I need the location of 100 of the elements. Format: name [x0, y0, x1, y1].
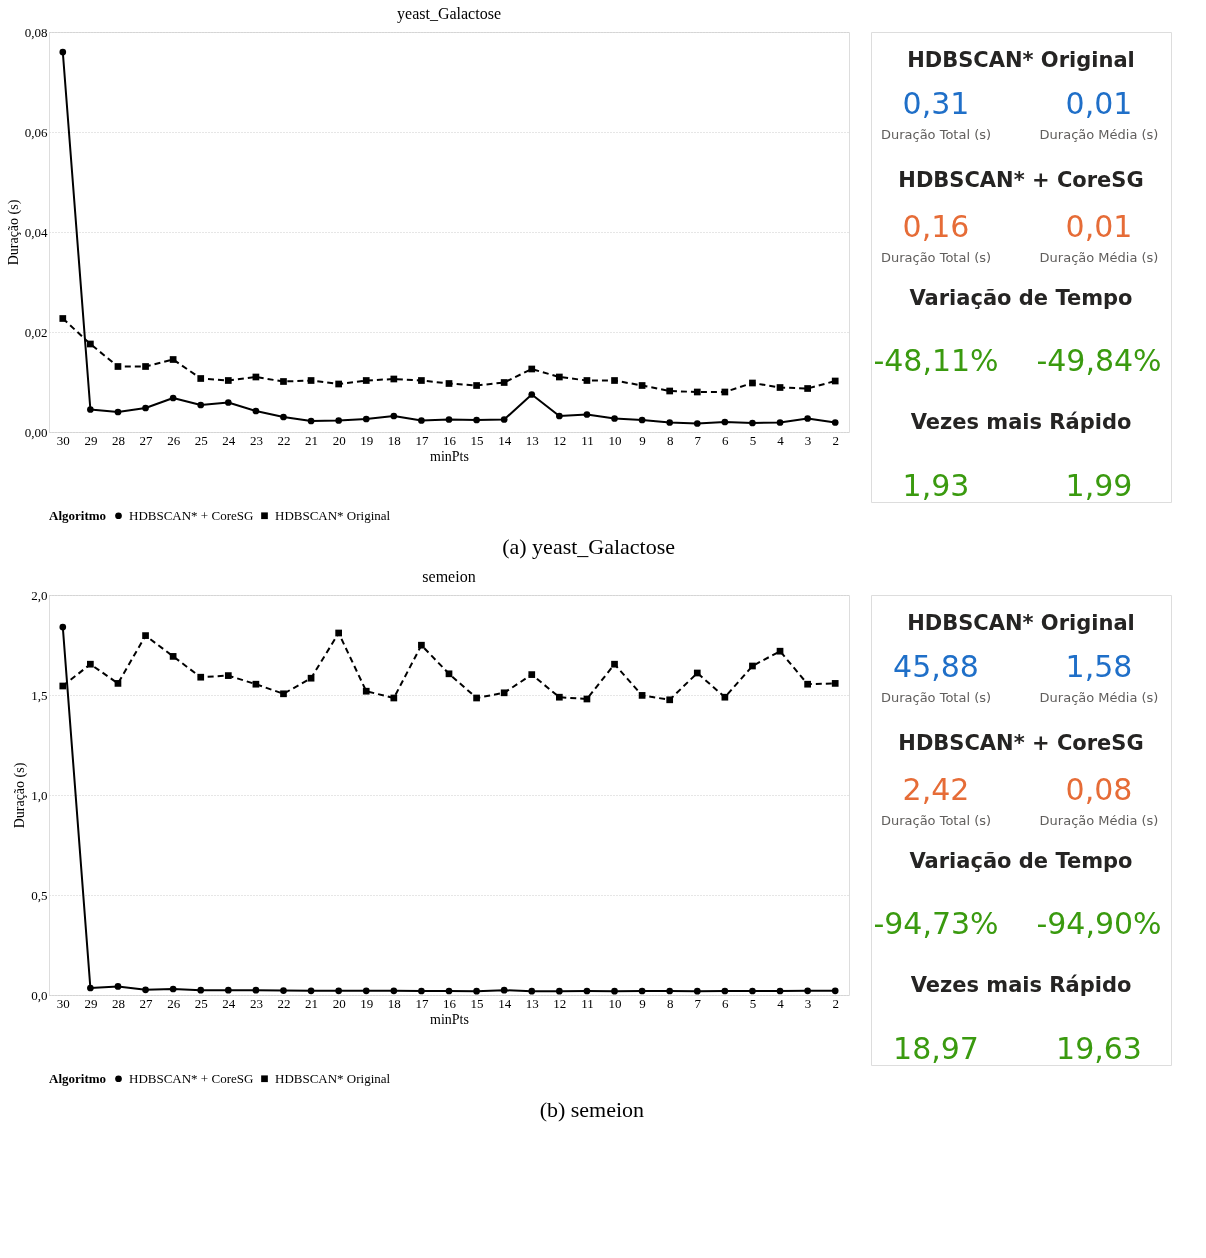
- x-tick-label: 30: [56, 432, 70, 448]
- x-tick-label: 7: [694, 995, 702, 1011]
- x-tick-label: 10: [608, 432, 622, 448]
- point: [197, 986, 205, 994]
- legend-title: Algoritmo: [49, 508, 107, 523]
- point: [418, 987, 425, 995]
- text: Duração Total (s): [880, 126, 992, 142]
- point: [87, 660, 94, 668]
- chart-title: yeast_Galactose: [397, 5, 501, 23]
- point: [776, 384, 784, 391]
- point: [87, 984, 94, 992]
- point: [197, 673, 205, 681]
- x-tick-label: 27: [139, 432, 154, 448]
- point: [721, 987, 729, 995]
- legend-title: Algoritmo: [49, 1071, 107, 1086]
- point: [114, 408, 122, 416]
- point: [142, 632, 149, 639]
- point: [776, 647, 784, 655]
- text: 2,42: [902, 772, 970, 808]
- point: [776, 419, 784, 426]
- x-tick-label: 26: [167, 995, 181, 1011]
- x-tick-label: 11: [581, 995, 594, 1011]
- point: [307, 674, 315, 682]
- point: [197, 375, 205, 382]
- point: [555, 373, 563, 381]
- point: [611, 377, 618, 384]
- x-tick-label: 8: [666, 432, 674, 448]
- x-axis-title: minPts: [430, 1011, 469, 1027]
- x-tick-label: 23: [249, 995, 263, 1011]
- point: [280, 413, 287, 421]
- x-tick-label: 20: [332, 995, 346, 1011]
- y-tick-label: 0,02: [24, 324, 48, 340]
- x-tick-label: 14: [498, 995, 512, 1011]
- x-tick-label: 23: [249, 432, 263, 448]
- point: [252, 986, 260, 994]
- y-tick-label: 0,00: [24, 424, 48, 440]
- point: [831, 377, 839, 385]
- point: [555, 987, 563, 995]
- point: [804, 987, 811, 995]
- point: [114, 363, 122, 370]
- x-tick-label: 8: [666, 995, 674, 1011]
- x-tick-label: 10: [608, 995, 622, 1011]
- chart-title: semeion: [422, 568, 476, 585]
- point: [335, 417, 343, 424]
- point: [611, 987, 618, 995]
- point: [59, 623, 67, 631]
- text: 0,01: [1065, 85, 1133, 121]
- point: [666, 419, 674, 426]
- point: [445, 987, 453, 995]
- point: [335, 629, 343, 637]
- point: [500, 379, 508, 386]
- x-tick-label: 22: [277, 995, 291, 1011]
- x-tick-label: 29: [84, 995, 98, 1011]
- y-axis-title: Duração (s): [12, 762, 29, 829]
- point: [307, 417, 315, 425]
- point: [224, 986, 232, 994]
- point: [197, 401, 205, 409]
- text: Duração Total (s): [880, 812, 992, 828]
- x-tick-label: 13: [525, 432, 539, 448]
- text: Duração Média (s): [1039, 249, 1159, 265]
- point: [555, 693, 563, 701]
- point: [418, 377, 425, 384]
- point: [528, 391, 536, 398]
- y-tick-label: 2,0: [31, 587, 48, 603]
- text: Duração Média (s): [1039, 126, 1159, 142]
- x-tick-label: 5: [749, 432, 757, 448]
- point: [87, 406, 94, 413]
- text: HDBSCAN* + CoreSG: [898, 731, 1144, 756]
- point: [114, 983, 122, 990]
- point: [224, 672, 232, 679]
- point: [693, 388, 701, 396]
- x-tick-label: 29: [84, 432, 98, 448]
- x-tick-label: 22: [277, 432, 291, 448]
- legend-label: HDBSCAN* Original: [275, 1070, 391, 1086]
- text: Vezes mais Rápido: [910, 973, 1132, 998]
- text: Duração Média (s): [1039, 812, 1159, 828]
- point: [500, 689, 508, 697]
- text: -48,11%: [873, 343, 999, 379]
- legend-label: HDBSCAN* Original: [275, 507, 391, 523]
- point: [445, 380, 453, 387]
- point: [362, 377, 370, 384]
- x-tick-label: 13: [525, 995, 539, 1011]
- text: 0,01: [1065, 209, 1133, 245]
- point: [390, 412, 398, 420]
- point: [749, 987, 756, 995]
- point: [87, 340, 94, 348]
- text: 0,16: [902, 209, 970, 245]
- point: [445, 670, 453, 678]
- legend-label: HDBSCAN* + CoreSG: [129, 507, 254, 523]
- point: [252, 407, 260, 415]
- point: [831, 987, 839, 995]
- x-tick-label: 16: [443, 432, 457, 448]
- text: Duração Média (s): [1039, 689, 1159, 705]
- x-tick-label: 17: [415, 995, 429, 1011]
- y-tick-label: 0,5: [31, 887, 48, 903]
- x-tick-label: 4: [777, 995, 785, 1011]
- y-tick-label: 0,0: [31, 987, 48, 1003]
- point: [804, 680, 811, 688]
- text: 19,63: [1056, 1031, 1142, 1066]
- x-tick-label: 6: [722, 432, 730, 448]
